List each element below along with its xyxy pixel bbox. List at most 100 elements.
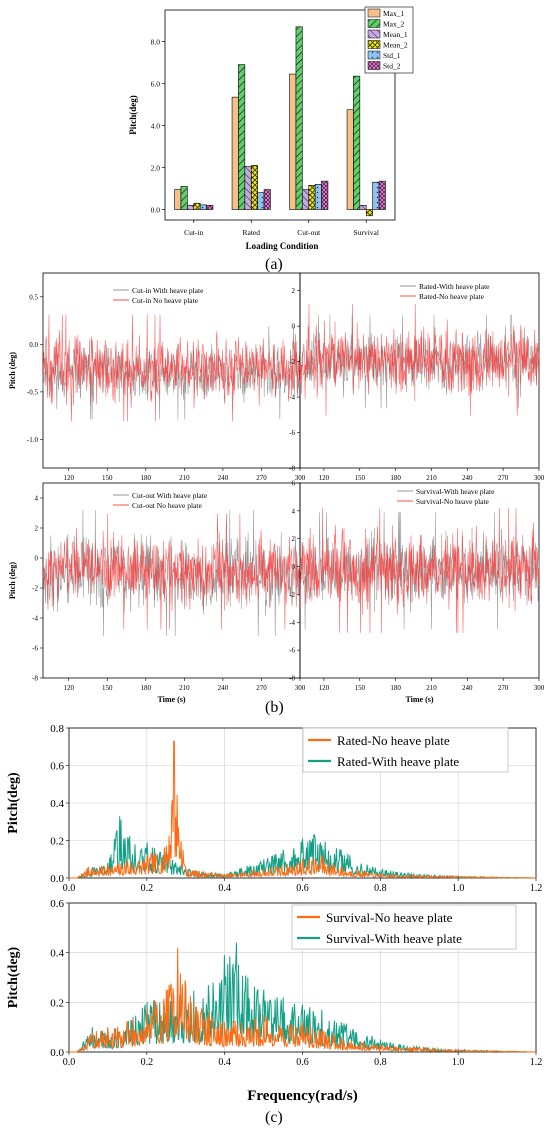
y-tick-label-b4: 0	[292, 563, 296, 571]
x-tick-label-b4: 180	[390, 684, 401, 692]
x-tick-label-b3: 300	[295, 684, 306, 692]
legend-label-b2: Rated-With heave plate	[419, 282, 490, 291]
legend-label-c1: Rated-With heave plate	[337, 754, 459, 769]
panel-label-a: (a)	[265, 256, 283, 273]
y-tick-label-b2: -6	[289, 429, 295, 437]
bar-mean-1	[244, 166, 252, 210]
bar-mean-2	[365, 209, 373, 217]
legend-swatch-a	[367, 40, 381, 49]
bar-std-2	[321, 180, 329, 210]
legend-label-a: Mean_1	[383, 30, 408, 39]
x-tick-label-b2: 270	[498, 474, 509, 482]
y-tick-label-c2: 0.2	[50, 997, 64, 1009]
legend-label-b3: Cut-out No heave plate	[132, 501, 202, 510]
series-line-b4	[299, 508, 540, 633]
legend-label-a: Std_2	[383, 62, 401, 71]
y-tick-label-b1: 0.0	[29, 341, 38, 349]
y-tick-label-c2: 0.6	[50, 898, 64, 910]
series-line-c2	[69, 947, 536, 1053]
bar-max-2	[295, 26, 303, 210]
x-tick-label-a: Survival	[354, 228, 379, 237]
panel-label-c: (c)	[265, 1109, 283, 1126]
x-tick-label-b3: 270	[256, 684, 267, 692]
plot-a-frame	[164, 9, 396, 221]
y-tick-label-b1: -0.5	[27, 388, 39, 396]
x-tick-label-b2: 120	[319, 474, 330, 482]
y-tick-label-b1: -1.0	[27, 436, 39, 444]
y-tick-label-b2: -8	[289, 465, 295, 473]
y-tick-label-c1: 0.6	[50, 761, 64, 773]
legend-label-c2: Survival-With heave plate	[326, 931, 462, 946]
x-tick-label-c1: 0.8	[374, 883, 387, 894]
x-tick-label-a: Cut-out	[297, 228, 321, 237]
legend-label-c1: Rated-No heave plate	[337, 733, 450, 748]
x-tick-label-c1: 1.2	[530, 883, 543, 894]
bar-std-1	[372, 181, 380, 210]
panel-label-b: (b)	[265, 699, 284, 716]
series-line-b1	[42, 314, 301, 422]
y-tick-label-c2: 0.0	[50, 1047, 64, 1059]
legend-label-b4: Survival-No heave plate	[416, 497, 490, 506]
x-tick-label-b2: 300	[534, 474, 545, 482]
x-tick-label-c1: 0.6	[296, 883, 309, 894]
bar-mean-2	[193, 202, 201, 210]
legend-label-b3: Cut-out With heave plate	[132, 491, 208, 500]
y-tick-label-b2: -4	[289, 394, 295, 402]
x-tick-label-b4: 120	[319, 684, 330, 692]
x-tick-label-c1: 0.4	[218, 883, 231, 894]
y-tick-label-b3: 0	[35, 555, 39, 563]
y-tick-label-c2: 0.4	[50, 948, 64, 960]
bar-mean-1	[359, 205, 367, 210]
bar-std-2	[206, 205, 214, 210]
x-tick-label-b1: 120	[63, 474, 74, 482]
x-tick-label-c2: 0.8	[374, 1057, 387, 1068]
bar-mean-1	[187, 205, 195, 210]
x-tick-label-b4: 150	[355, 684, 366, 692]
series-line-b3	[42, 513, 301, 630]
bar-mean-2	[308, 185, 316, 210]
y-axis-label-c1: Pitch(deg)	[6, 772, 21, 834]
x-tick-label-c2: 0.0	[63, 1057, 76, 1068]
legend-c1	[302, 727, 509, 773]
bar-max-2	[238, 64, 246, 210]
y-axis-label-b1: Pitch (deg)	[8, 352, 17, 389]
y-tick-label-b3: 2	[35, 525, 39, 533]
legend-label-b4: Survival-With heave plate	[416, 487, 495, 496]
y-tick-label-b4: 2	[292, 535, 296, 543]
bar-max-1	[289, 73, 297, 210]
legend-swatch-a	[367, 8, 381, 18]
legend-label-a: Max_1	[383, 9, 404, 18]
x-tick-label-b3: 120	[63, 684, 74, 692]
x-tick-label-c1: 0.0	[63, 883, 76, 894]
y-tick-label-b2: -2	[289, 358, 295, 366]
y-tick-label-b4: -2	[289, 591, 295, 599]
x-tick-label-c2: 0.2	[141, 1057, 154, 1068]
x-tick-label-a: Rated	[243, 228, 261, 237]
x-tick-label-c1: 1.0	[452, 883, 465, 894]
y-tick-label-b3: -2	[32, 585, 38, 593]
y-tick-label-a: 4.0	[151, 122, 161, 131]
y-axis-label-b3: Pitch (deg)	[8, 562, 17, 599]
y-tick-label-a: 0.0	[151, 206, 161, 215]
y-tick-label-b4: -4	[289, 619, 295, 627]
x-tick-label-b2: 240	[462, 474, 473, 482]
bar-std-1	[257, 192, 265, 210]
x-tick-label-a: Cut-in	[184, 228, 203, 237]
bar-max-2	[353, 75, 361, 210]
x-tick-label-b3: 210	[179, 684, 190, 692]
y-tick-label-a: 6.0	[151, 80, 161, 89]
legend-swatch-a	[367, 61, 381, 70]
bar-std-2	[378, 180, 386, 210]
bar-mean-1	[302, 189, 310, 210]
legend-label-c2: Survival-No heave plate	[326, 910, 453, 925]
bar-std-2	[263, 189, 271, 210]
y-tick-label-b3: 4	[35, 495, 39, 503]
bar-max-2	[180, 186, 188, 210]
legend-label-b1: Cut-in No heave plate	[132, 296, 199, 305]
y-axis-label-a: Pitch(deg)	[128, 95, 138, 135]
bar-max-1	[231, 96, 239, 210]
x-tick-label-b4: 300	[534, 684, 545, 692]
legend-swatch-a	[367, 29, 381, 39]
x-tick-label-c1: 0.2	[141, 883, 154, 894]
